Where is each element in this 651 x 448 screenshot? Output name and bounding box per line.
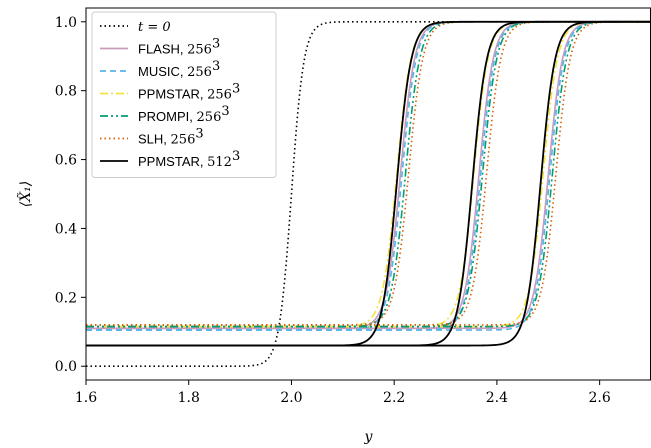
- curve-music-256-t3: [86, 20, 651, 331]
- legend-label: SLH, 2563: [138, 127, 204, 148]
- legend-exponent: 3: [195, 127, 203, 142]
- x-axis-ticks: 1.6 1.8 2.0 2.2 2.4 2.6: [75, 380, 611, 406]
- legend-label: PPMSTAR, 5123: [138, 149, 240, 170]
- legend-exponent: 3: [232, 149, 240, 164]
- legend-resolution: 256: [197, 110, 222, 125]
- legend-label: PPMSTAR, 2563: [138, 82, 240, 103]
- legend-separator: ,: [180, 42, 187, 57]
- x-tick-label: 2.0: [280, 390, 302, 406]
- curve-prompi-256-t3: [86, 20, 651, 328]
- legend-resolution: 256: [187, 43, 212, 58]
- legend-resolution: 512: [207, 155, 232, 170]
- x-tick-label: 1.8: [178, 390, 200, 406]
- y-axis-ticks: 0.0 0.2 0.4 0.6 0.8 1.0: [55, 15, 86, 375]
- y-tick-label: 0.6: [55, 153, 77, 169]
- legend-series-name: PROMPI: [138, 109, 189, 124]
- legend-exponent: 3: [212, 37, 220, 52]
- y-tick-label: 0.8: [55, 84, 77, 100]
- legend-separator: ,: [200, 154, 207, 169]
- y-axis-label: ⟨X̃₁⟩: [16, 181, 34, 208]
- y-tick-label: 0.0: [55, 359, 77, 375]
- chart-curves: [86, 20, 651, 368]
- legend-separator: ,: [163, 132, 170, 147]
- legend-series-name: PPMSTAR: [138, 87, 200, 102]
- legend-label: PROMPI, 2563: [138, 104, 230, 125]
- legend-label-initial: t = 0: [138, 20, 171, 35]
- y-tick-label: 1.0: [55, 15, 77, 31]
- legend-series-name: SLH: [138, 132, 163, 147]
- legend-exponent: 3: [232, 82, 240, 97]
- curve-flash-256-t3: [86, 20, 651, 330]
- legend-separator: ,: [189, 109, 196, 124]
- x-tick-label: 2.6: [589, 390, 611, 406]
- legend-exponent: 3: [221, 104, 229, 119]
- curve-ppmstar-256-t3: [86, 20, 651, 328]
- legend-separator: ,: [180, 64, 187, 79]
- legend-resolution: 256: [171, 133, 196, 148]
- x-axis-label: y: [364, 429, 374, 445]
- y-tick-label: 0.4: [55, 221, 77, 237]
- curve-ppmstar-512-t3: [86, 20, 651, 347]
- legend-label: MUSIC, 2563: [138, 59, 220, 80]
- legend-series-name: FLASH: [138, 42, 180, 57]
- legend-series-name: PPMSTAR: [138, 154, 200, 169]
- legend-resolution: 256: [207, 88, 232, 103]
- curve-ppmstar-256-t1: [86, 20, 651, 328]
- x-tick-label: 2.4: [486, 390, 508, 406]
- x-tick-label: 2.2: [383, 390, 405, 406]
- x-tick-label: 1.6: [75, 390, 97, 406]
- legend-series-name: MUSIC: [138, 64, 180, 79]
- y-tick-label: 0.2: [55, 290, 77, 306]
- legend-exponent: 3: [212, 59, 220, 74]
- legend-separator: ,: [200, 87, 207, 102]
- legend-label: FLASH, 2563: [138, 37, 220, 58]
- legend-box: [91, 11, 277, 178]
- legend-resolution: 256: [187, 65, 212, 80]
